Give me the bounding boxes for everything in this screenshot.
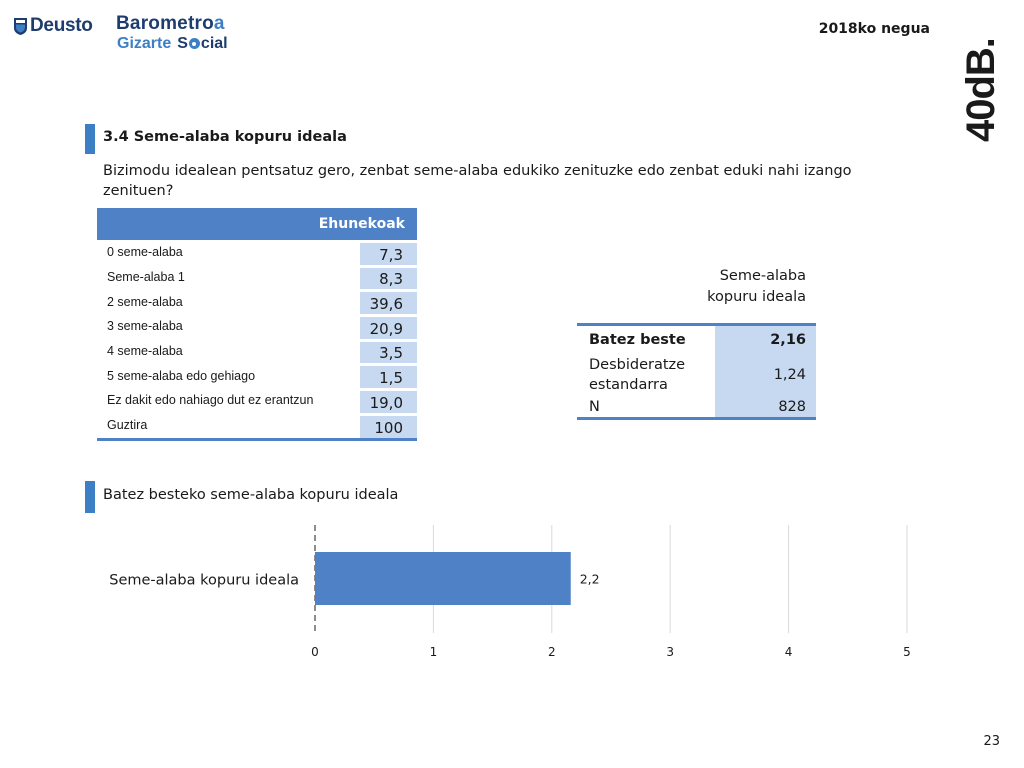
chart-labels: 0 1 2 3 4 5 Seme-alaba kopuru ideala 2,2: [109, 572, 911, 660]
x-tick-label: 4: [785, 645, 793, 659]
x-tick-label: 0: [311, 645, 319, 659]
frequency-table: Ehunekoak 0 seme-alaba 7,3 Seme-alaba 1 8,…: [97, 208, 417, 441]
row-label: 5 seme-alaba edo gehiago: [107, 368, 256, 383]
x-tick-label: 2: [548, 645, 556, 659]
table-row: 3 seme-alaba 20,9: [97, 314, 417, 339]
stats-caption-line2: kopuru ideala: [707, 289, 806, 305]
table-header: Ehunekoak: [97, 208, 417, 240]
category-label: Seme-alaba kopuru ideala: [109, 573, 299, 589]
row-label: Seme-alaba 1: [107, 270, 185, 285]
chart-bars: [315, 552, 571, 605]
table-row: 0 seme-alaba 7,3: [97, 240, 417, 265]
data-label: 2,2: [580, 572, 600, 587]
table-row: Ez dakit edo nahiago dut ez erantzun 19,0: [97, 388, 417, 413]
survey-question: Bizimodu idealean pentsatuz gero, zenbat…: [103, 163, 852, 199]
period-label: 2018ko negua: [818, 21, 930, 37]
brand-logo-text: 40dB.: [959, 40, 1003, 142]
stats-label: Desbideratze estandarra: [589, 357, 686, 393]
row-label: 4 seme-alaba: [107, 344, 183, 359]
row-value: 100: [360, 415, 417, 438]
table-bottom-rule: [97, 437, 417, 441]
barometer-logo-accent: a: [213, 13, 225, 34]
row-value: 7,3: [360, 243, 417, 265]
deusto-logo: Deusto: [14, 14, 93, 38]
barometer-logo-social: cial: [200, 35, 228, 52]
row-label: Ez dakit edo nahiago dut ez erantzun: [107, 393, 314, 408]
stats-value: 1,24: [715, 353, 816, 397]
row-label: Guztira: [107, 418, 148, 433]
stats-label: N: [589, 399, 600, 415]
barometer-logo-dot-icon: [188, 38, 200, 49]
row-value: 1,5: [360, 366, 417, 389]
stats-table: Batez beste 2,16 Desbideratze estandarra…: [577, 323, 816, 420]
row-value: 20,9: [360, 317, 417, 339]
section-title: Batez besteko seme-alaba kopuru ideala: [103, 487, 399, 503]
table-row: 5 seme-alaba edo gehiago 1,5: [97, 363, 417, 389]
deusto-logo-text: Deusto: [30, 15, 93, 36]
section-marker: [85, 481, 95, 513]
stats-label: Batez beste: [589, 331, 686, 348]
bar: [315, 552, 571, 605]
row-label: 2 seme-alaba: [107, 294, 183, 309]
row-value: 39,6: [360, 292, 417, 315]
stats-row-sd: Desbideratze estandarra 1,24: [577, 353, 816, 397]
table-row: Seme-alaba 1 8,3: [97, 265, 417, 290]
x-tick-label: 1: [430, 645, 438, 659]
brand-logo-40db: 40dB.: [959, 40, 1003, 142]
stats-caption: Seme-alaba kopuru ideala: [680, 266, 806, 308]
table-row-total: Guztira 100: [97, 413, 417, 438]
mean-bar-chart: 0 1 2 3 4 5 Seme-alaba kopuru ideala 2,2: [109, 525, 911, 660]
section-marker: [85, 124, 95, 154]
row-value: 19,0: [360, 391, 417, 413]
stats-row-n: N 828: [577, 397, 816, 417]
barometer-logo-gizarte: Gizarte: [117, 35, 172, 52]
row-label: 3 seme-alaba: [107, 319, 183, 334]
stats-row-mean: Batez beste 2,16: [577, 326, 816, 353]
x-tick-label: 3: [666, 645, 674, 659]
table-row: 4 seme-alaba 3,5: [97, 339, 417, 364]
table-row: 2 seme-alaba 39,6: [97, 289, 417, 315]
deusto-shield-icon: [14, 17, 27, 35]
stats-caption-line1: Seme-alaba: [719, 268, 806, 284]
row-value: 3,5: [360, 341, 417, 364]
page-number: 23: [983, 734, 1000, 749]
x-tick-label: 5: [903, 645, 911, 659]
stats-value: 2,16: [715, 326, 816, 353]
section-title: 3.4 Seme-alaba kopuru ideala: [103, 129, 347, 145]
row-value: 8,3: [360, 267, 417, 290]
barometer-logo-text: Barometro: [116, 13, 214, 34]
row-label: 0 seme-alaba: [107, 245, 183, 260]
stats-value: 828: [715, 397, 816, 417]
